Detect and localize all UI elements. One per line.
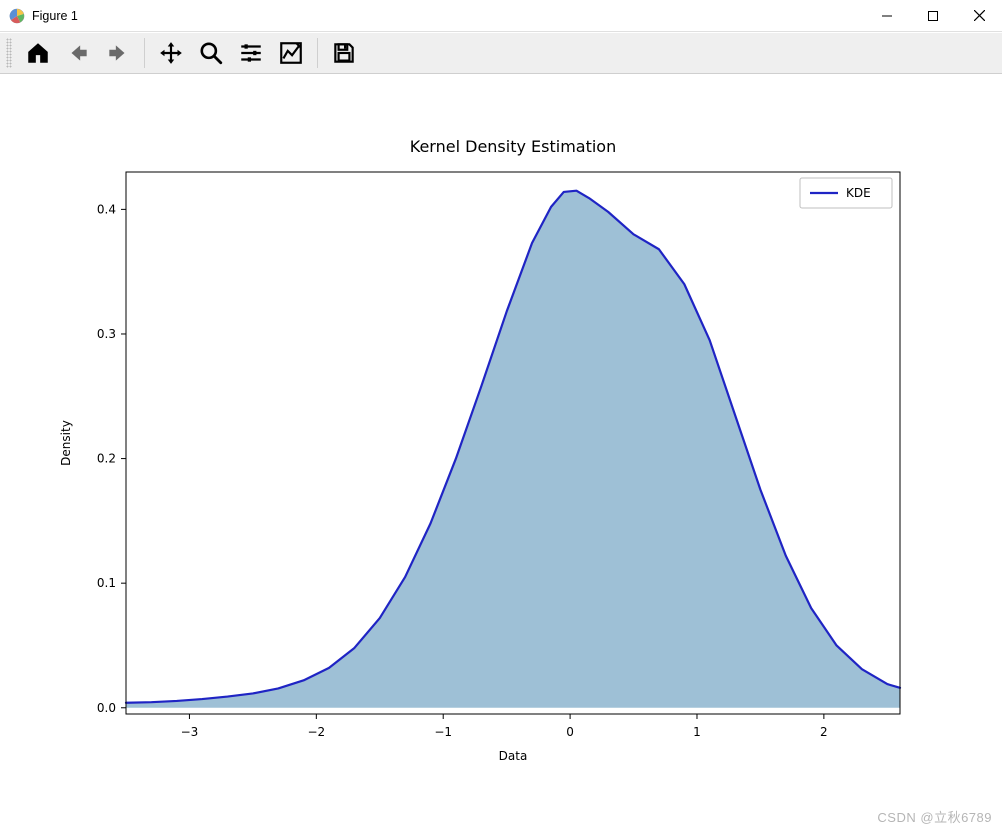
zoom-icon[interactable]: [193, 36, 229, 70]
ytick-label: 0.0: [97, 701, 116, 715]
toolbar-grip: [6, 38, 12, 68]
xtick-label: 1: [693, 725, 701, 739]
ytick-label: 0.2: [97, 452, 116, 466]
save-icon[interactable]: [326, 36, 362, 70]
xtick-label: −2: [307, 725, 325, 739]
x-axis-label: Data: [499, 749, 528, 763]
xtick-label: −1: [434, 725, 452, 739]
window-close-button[interactable]: [956, 0, 1002, 32]
home-icon[interactable]: [20, 36, 56, 70]
figure-canvas[interactable]: Kernel Density Estimation −3 −2 −1 0 1 2 Data 0.…: [0, 74, 1002, 832]
kde-chart: Kernel Density Estimation −3 −2 −1 0 1 2 Data 0.…: [0, 74, 1002, 832]
legend-label: KDE: [846, 186, 871, 200]
pan-icon[interactable]: [153, 36, 189, 70]
window-title: Figure 1: [32, 9, 78, 23]
matplotlib-toolbar: [0, 32, 1002, 74]
toolbar-separator: [144, 38, 145, 68]
forward-icon[interactable]: [100, 36, 136, 70]
chart-title: Kernel Density Estimation: [410, 137, 616, 156]
xtick-label: 0: [566, 725, 574, 739]
matplotlib-figure-icon: [8, 7, 26, 25]
xtick-label: 2: [820, 725, 828, 739]
toolbar-separator: [317, 38, 318, 68]
back-icon[interactable]: [60, 36, 96, 70]
subplots-config-icon[interactable]: [233, 36, 269, 70]
xtick-label: −3: [181, 725, 199, 739]
y-axis-label: Density: [59, 420, 73, 466]
ytick-label: 0.3: [97, 327, 116, 341]
window-maximize-button[interactable]: [910, 0, 956, 32]
axes-edit-icon[interactable]: [273, 36, 309, 70]
ytick-label: 0.4: [97, 202, 116, 216]
ytick-label: 0.1: [97, 576, 116, 590]
window-titlebar: Figure 1: [0, 0, 1002, 32]
window-minimize-button[interactable]: [864, 0, 910, 32]
